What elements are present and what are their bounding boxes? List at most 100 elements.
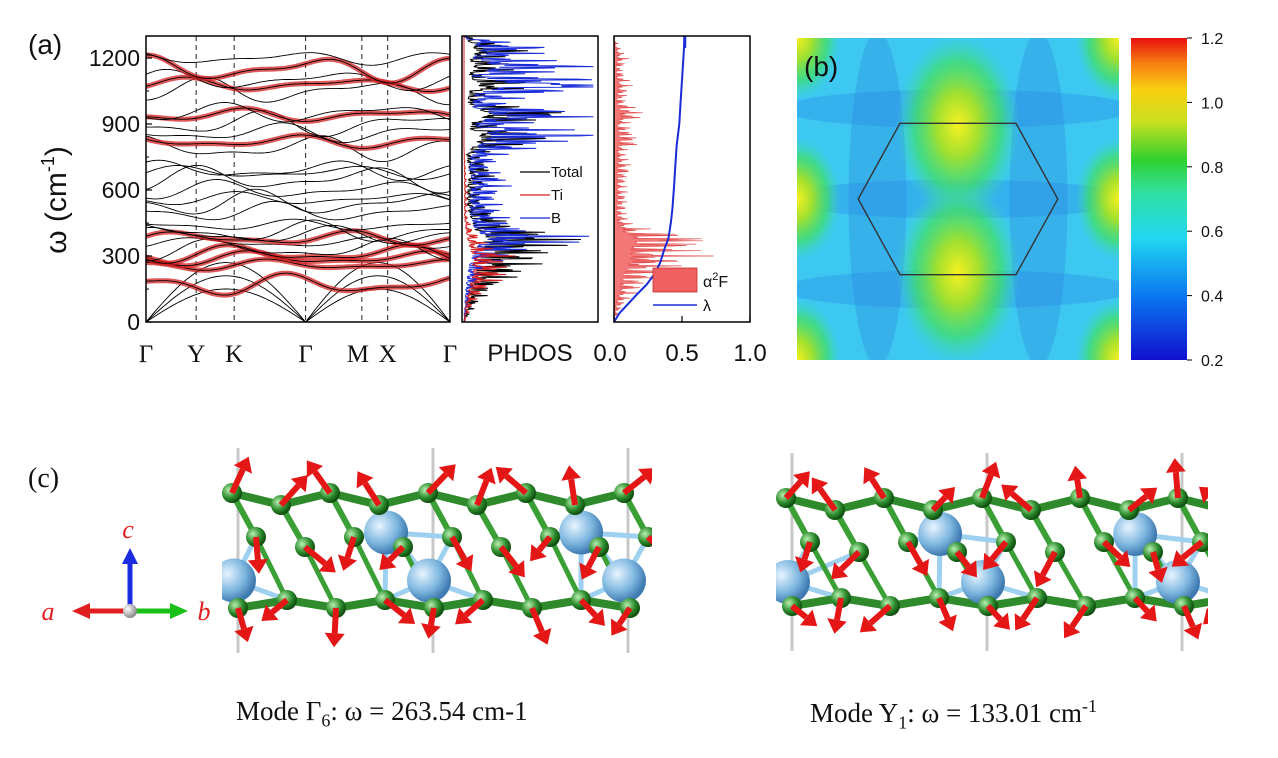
- displacement-arrowhead: [1067, 465, 1088, 482]
- crystal-mode-y1: [776, 453, 1261, 651]
- band-line: [146, 52, 450, 66]
- displacement-arrow-shaft: [1250, 552, 1251, 577]
- heatmap-hot-spot: [797, 298, 841, 360]
- band-line: [146, 122, 450, 144]
- band-ytick-label: 600: [102, 177, 140, 203]
- displacement-arrowhead: [532, 628, 552, 645]
- legend-label-a2f: α2F: [703, 271, 728, 291]
- displacement-arrow-shaft: [463, 597, 485, 618]
- colorbar-tick-label: 1.2: [1201, 31, 1223, 48]
- displacement-arrowhead: [247, 558, 268, 574]
- displacement-arrowhead: [356, 471, 374, 489]
- band-xtick-label: Y: [187, 341, 205, 368]
- displacement-arrow-shaft: [1074, 479, 1083, 499]
- band-line: [146, 237, 450, 262]
- phdos-frame: [461, 35, 599, 323]
- displacement-arrowhead: [530, 544, 547, 562]
- displacement-arrow-shaft: [985, 603, 1003, 622]
- band-weight-red: [146, 105, 450, 125]
- heatmap-field: [797, 38, 1119, 360]
- b-b-bond: [1101, 540, 1138, 600]
- displacement-arrowhead: [421, 623, 441, 639]
- displacement-arrowhead: [290, 475, 308, 493]
- displacement-arrowhead: [1139, 604, 1157, 622]
- displacement-arrow-shaft: [1180, 539, 1204, 561]
- displacement-arrow-shaft: [616, 606, 633, 626]
- heatmap-hot-spot: [896, 38, 1020, 217]
- b-axis-label: b: [198, 597, 211, 626]
- heatmap-hot-spot: [797, 137, 841, 261]
- heatmap-low-column: [848, 38, 907, 360]
- a2f-xtick-label: 0.5: [665, 340, 698, 367]
- displacement-arrow-shaft: [783, 479, 803, 500]
- a2f-xtick-label: 0.0: [593, 340, 626, 367]
- displacement-arrow-shaft: [278, 483, 301, 507]
- displacement-arrowhead: [438, 464, 456, 482]
- phdos-lines: [462, 36, 594, 322]
- a2f-legend: α2F λ: [652, 267, 728, 315]
- a2f-xtick-label: 1.0: [733, 340, 766, 367]
- displacement-arrowhead: [638, 468, 652, 485]
- displacement-arrow-shaft: [362, 481, 382, 507]
- displacement-arrow-shaft: [427, 607, 437, 626]
- displacement-arrowhead: [233, 456, 252, 474]
- lambda-line: [614, 36, 686, 322]
- heatmap-low-column: [1009, 38, 1068, 360]
- b-atom: [638, 527, 652, 547]
- displacement-arrow-shaft: [1101, 539, 1123, 560]
- brillouin-zone-hexagon: [857, 122, 1059, 276]
- displacement-arrowhead: [455, 607, 473, 625]
- colorbar-tick-label: 0.4: [1201, 289, 1223, 306]
- band-xtick-label: K: [225, 341, 243, 368]
- displacement-arrow-shaft: [869, 477, 887, 500]
- band-line: [146, 159, 450, 182]
- colorbar-tick-label: 0.2: [1201, 353, 1223, 370]
- legend-label-b: B: [551, 210, 561, 227]
- band-ytick-label: 1200: [89, 45, 140, 71]
- ti-atom: [407, 558, 451, 603]
- displacement-arrow-shaft: [936, 596, 951, 620]
- displacement-arrow-shaft: [449, 535, 468, 561]
- displacement-arrowhead: [1001, 484, 1019, 502]
- band-ytick-label: 900: [102, 111, 140, 137]
- heatmap-hot-spot: [1075, 38, 1119, 100]
- b-b-bond: [1227, 510, 1251, 552]
- band-line: [146, 224, 450, 244]
- legend-label-lambda: λ: [703, 298, 711, 315]
- displacement-arrowhead: [938, 487, 956, 504]
- displacement-arrow-shaft: [1207, 497, 1208, 499]
- displacement-arrowhead: [495, 466, 513, 484]
- b-b-bond: [1199, 540, 1208, 559]
- b-b-bond: [807, 540, 844, 600]
- b-atom: [1241, 542, 1261, 562]
- displacement-arrowhead: [800, 609, 818, 627]
- b-b-bond: [351, 535, 388, 602]
- b-axis-arrowhead: [170, 603, 188, 619]
- displacement-arrowhead: [379, 553, 397, 570]
- displacement-arrowhead: [793, 471, 810, 489]
- a2f-series: [614, 36, 714, 322]
- displacement-arrowhead: [561, 465, 581, 481]
- displacement-arrow-shaft: [568, 478, 578, 506]
- band-line: [146, 275, 450, 322]
- displacement-arrowhead: [337, 554, 357, 571]
- displacement-arrowhead: [1063, 621, 1081, 639]
- displacement-arrowhead: [397, 607, 416, 624]
- displacement-arrowhead: [1014, 613, 1032, 631]
- displacement-arrow-shaft: [270, 597, 289, 615]
- heatmap-hot-spot: [1075, 137, 1119, 261]
- displacement-arrowhead: [1148, 566, 1168, 583]
- displacement-arrowhead: [1203, 607, 1208, 625]
- displacement-arrow-shaft: [622, 474, 647, 496]
- band-ytick-label: 300: [102, 243, 140, 269]
- displacement-arrow-shaft: [790, 603, 809, 620]
- displacement-arrowhead: [1140, 487, 1158, 505]
- displacement-arrowhead: [318, 555, 336, 573]
- colorbar-tick-label: 0.8: [1201, 160, 1223, 177]
- heatmap-hot-spot: [797, 38, 841, 100]
- displacement-arrow-shaft: [303, 544, 327, 566]
- ti-atom: [222, 558, 256, 603]
- displacement-arrow-shaft: [529, 606, 545, 634]
- band-line: [146, 191, 450, 206]
